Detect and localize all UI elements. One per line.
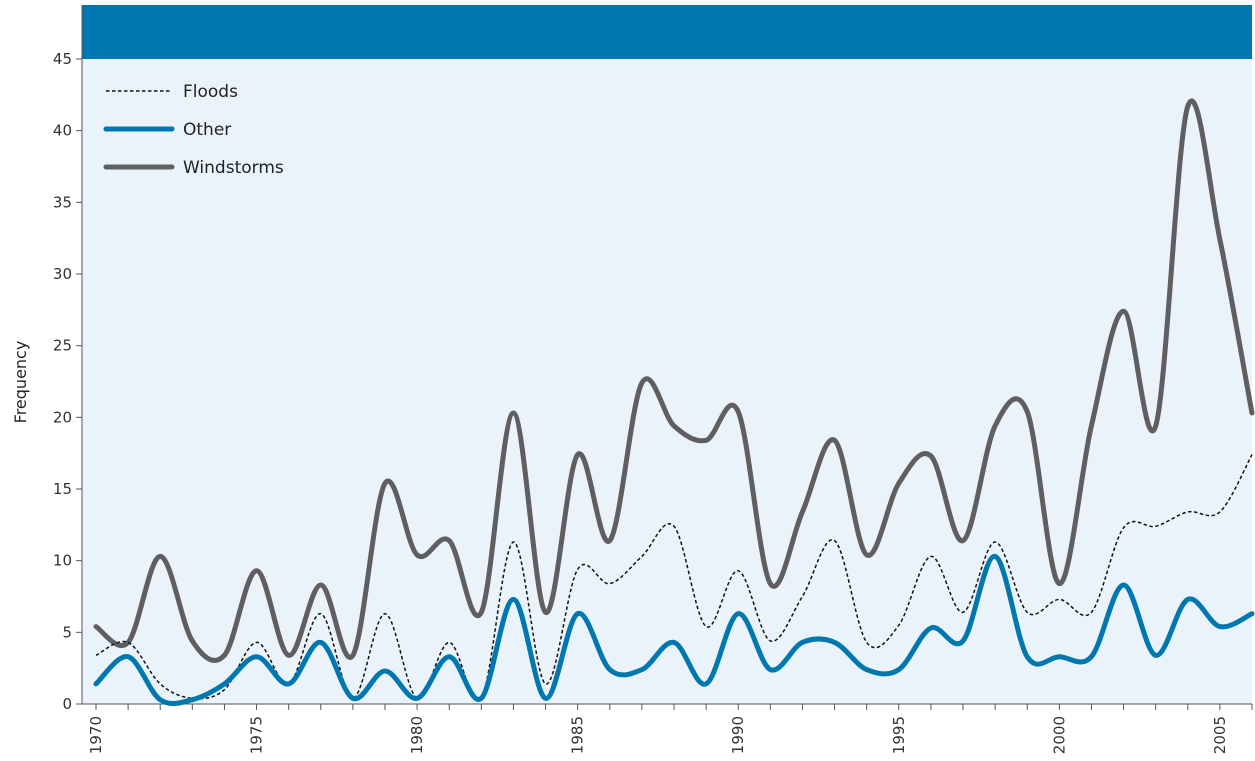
series-line-windstorms (93, 98, 1255, 663)
y-tick-label: 5 (62, 623, 72, 641)
y-tick-label: 35 (53, 193, 72, 211)
x-tick-label: 2005 (1211, 716, 1229, 754)
x-tick-label: 1985 (569, 716, 587, 754)
y-axis: 0 5 10 15 20 25 30 35 40 45 (53, 5, 83, 713)
y-tick-label: 25 (53, 337, 72, 355)
x-tick-label: 1980 (408, 716, 426, 754)
header-band (82, 5, 1252, 59)
x-tick-label: 1970 (87, 716, 105, 754)
y-axis-title: Frequency (11, 341, 30, 424)
series-line-floods (95, 454, 1253, 702)
legend-label-other: Other (183, 120, 231, 140)
legend-label-floods: Floods (183, 82, 238, 102)
series-layer (93, 98, 1255, 707)
series-line-other (93, 553, 1255, 707)
y-tick-label: 15 (53, 480, 72, 498)
y-tick-label: 45 (53, 50, 72, 68)
x-tick-label: 1975 (248, 716, 266, 754)
plot-area (82, 59, 1252, 704)
y-tick-label: 40 (53, 122, 72, 140)
legend: Floods Other Windstorms (103, 82, 284, 178)
x-tick-label: 1995 (890, 716, 908, 754)
y-tick-label: 20 (53, 408, 72, 426)
x-axis: 1970 1975 1980 1985 1990 1995 2000 2005 (82, 703, 1253, 754)
y-tick-label: 10 (53, 552, 72, 570)
legend-label-windstorms: Windstorms (183, 158, 284, 178)
x-tick-label: 1990 (729, 716, 747, 754)
y-tick-label: 30 (53, 265, 72, 283)
x-tick-label: 2000 (1050, 716, 1068, 754)
y-tick-label: 0 (62, 695, 72, 713)
